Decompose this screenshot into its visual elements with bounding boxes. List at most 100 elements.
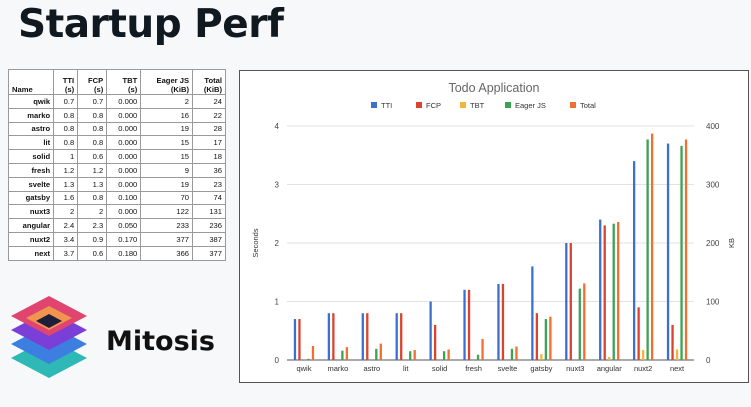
legend-label: Total — [580, 101, 596, 110]
x-tick-label: lit — [403, 364, 409, 373]
y-tick-label: 4 — [275, 122, 280, 131]
table-cell: 0.6 — [77, 245, 108, 261]
table-cell: 0.000 — [106, 94, 142, 109]
table-cell: 387 — [192, 231, 226, 247]
column-header-text: Name — [12, 84, 33, 94]
table-cell: 3.4 — [53, 231, 79, 247]
table-cell: 0.000 — [106, 162, 142, 178]
x-tick-label: nuxt3 — [566, 364, 584, 373]
bar — [632, 161, 636, 360]
x-tick-label: qwik — [296, 364, 311, 373]
chart-title: Todo Application — [448, 81, 539, 95]
bar-chart: 0 1 2 3 4 0 100 200 300 400 Todo Application TTI FCP… — [251, 81, 736, 373]
column-header-text: TBT — [122, 76, 138, 85]
column-header: TTI (s) — [53, 69, 79, 95]
framework-name-cell: svelte — [7, 176, 55, 192]
framework-name-cell: qwik — [7, 94, 55, 109]
bar — [612, 223, 615, 360]
table-cell: 1.6 — [53, 190, 79, 206]
legend-swatch — [371, 102, 377, 108]
bar — [395, 313, 398, 360]
table-cell: 70 — [140, 190, 194, 206]
bar — [637, 307, 640, 360]
column-header-text: (s) — [128, 84, 138, 94]
framework-name-cell: gatsby — [7, 190, 55, 206]
table-row: marko 0.8 0.8 0.000 16 22 — [7, 107, 226, 123]
x-tick-label: nuxt2 — [634, 364, 652, 373]
column-header-text: (s) — [93, 84, 104, 94]
table-cell: 9 — [140, 162, 194, 178]
column-header: Total (KiB) — [192, 69, 226, 95]
table-cell: 0.180 — [106, 245, 142, 261]
bar — [361, 313, 364, 360]
table-cell: 2.3 — [77, 218, 108, 233]
x-tick-label: svelte — [498, 364, 518, 373]
brand-name: Mitosis — [106, 326, 215, 357]
bar — [599, 219, 602, 360]
x-tick-label: fresh — [465, 364, 482, 373]
column-header: Name — [7, 69, 55, 95]
table-cell: 2 — [77, 204, 108, 220]
table-cell: 233 — [140, 218, 194, 233]
y-tick-label: 2 — [275, 239, 280, 248]
table-row: angular 2.4 2.3 0.050 233 236 — [7, 218, 226, 233]
table-cell: 0.050 — [106, 218, 142, 233]
table-row: svelte 1.3 1.3 0.000 19 23 — [7, 176, 226, 192]
table-cell: 0.000 — [106, 149, 142, 164]
table-cell: 1.3 — [77, 176, 108, 192]
x-tick-label: next — [670, 364, 685, 373]
table-cell: 0.8 — [77, 107, 108, 123]
table-row: next 3.7 0.6 0.180 366 377 — [7, 245, 226, 261]
legend-swatch — [505, 102, 511, 108]
column-header-text: (s) — [64, 84, 75, 94]
table-cell: 1.3 — [53, 176, 79, 192]
framework-name-cell: marko — [7, 107, 55, 123]
bar — [327, 313, 331, 360]
table-cell: 16 — [140, 107, 194, 123]
bar — [311, 345, 315, 360]
table-row: nuxt3 2 2 0.000 122 131 — [7, 204, 226, 220]
bar — [429, 301, 432, 360]
table-row: nuxt2 3.4 0.9 0.170 377 387 — [7, 231, 226, 247]
bar — [565, 243, 568, 360]
table-row: astro 0.8 0.8 0.000 19 28 — [7, 121, 226, 137]
bar — [510, 348, 514, 360]
x-tick-label: marko — [327, 364, 348, 373]
bar — [442, 351, 446, 360]
legend-swatch — [570, 102, 576, 108]
table-cell: 19 — [140, 121, 194, 137]
table-cell: 122 — [140, 204, 194, 220]
table-cell: 74 — [192, 190, 226, 206]
bar — [675, 349, 679, 360]
bar — [549, 316, 552, 360]
bar — [400, 313, 403, 360]
table-cell: 18 — [192, 149, 226, 164]
table-cell: 0.000 — [106, 135, 142, 151]
legend-label: FCP — [426, 101, 441, 110]
bar — [578, 288, 581, 360]
legend-swatch — [416, 102, 422, 108]
bar — [298, 319, 301, 360]
y2-tick-label: 100 — [706, 298, 720, 307]
results-table: Name TTI (s) FCP (s) TBT (s) Eager JS (KiB) Total… — [7, 69, 226, 261]
bar — [307, 358, 310, 360]
bar — [413, 350, 416, 360]
table-cell: 236 — [192, 218, 226, 233]
table-cell: 19 — [140, 176, 194, 192]
bar — [671, 324, 674, 360]
framework-name-cell: nuxt3 — [7, 204, 55, 220]
table-cell: 2.4 — [53, 218, 79, 233]
table-cell: 23 — [192, 176, 226, 192]
table-cell: 0.8 — [53, 107, 79, 123]
bar — [650, 133, 654, 360]
bar — [569, 243, 572, 360]
table-cell: 0.7 — [53, 94, 79, 109]
bar — [501, 283, 505, 360]
framework-name-cell: next — [7, 245, 55, 261]
table-row: lit 0.8 0.8 0.000 15 17 — [7, 135, 226, 151]
column-header-text: FCP — [88, 76, 104, 85]
table-cell: 377 — [192, 245, 226, 261]
table-cell: 3.7 — [53, 245, 79, 261]
column-header: FCP (s) — [77, 69, 108, 95]
bar — [476, 354, 480, 360]
